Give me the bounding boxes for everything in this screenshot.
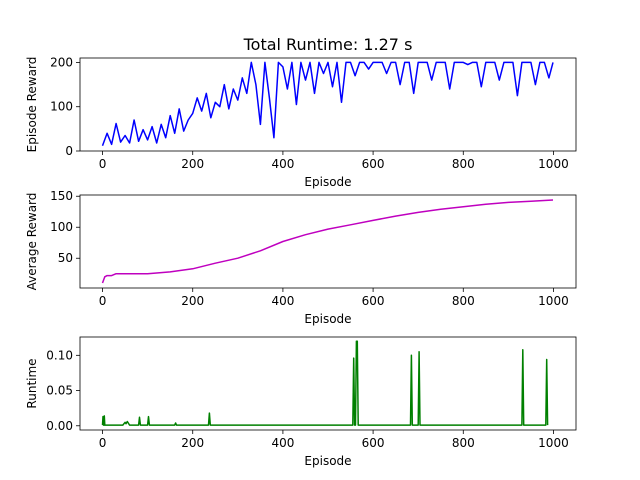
average-y-tick-label: 50 bbox=[58, 251, 73, 265]
reward-x-tick-label: 1000 bbox=[538, 157, 569, 171]
runtime-y-tick-label: 0.10 bbox=[46, 348, 73, 362]
runtime-series-line bbox=[101, 340, 549, 426]
average-x-tick-label: 200 bbox=[181, 294, 204, 308]
runtime-x-tick-label: 1000 bbox=[538, 436, 569, 450]
average-x-tick-label: 1000 bbox=[538, 294, 569, 308]
average-x-tick-label: 600 bbox=[362, 294, 385, 308]
runtime-y-tick-label: 0.00 bbox=[46, 419, 73, 433]
runtime-subplot: 0 200 400 600 800 1000 0.00 0.05 0.10 Episode Runt… bbox=[25, 336, 577, 468]
reward-y-axis-label: Episode Reward bbox=[25, 57, 39, 153]
average-axes-frame bbox=[79, 194, 577, 289]
average-subplot: 0 200 400 600 800 1000 50 100 150 Episode Average … bbox=[25, 189, 577, 326]
figure-title: Total Runtime: 1.27 s bbox=[243, 35, 413, 54]
runtime-x-tick-label: 600 bbox=[362, 436, 385, 450]
reward-x-tick-label: 800 bbox=[452, 157, 475, 171]
reward-y-tick-label: 200 bbox=[50, 55, 73, 69]
average-x-tick-label: 400 bbox=[271, 294, 294, 308]
average-x-tick-label: 0 bbox=[99, 294, 107, 308]
runtime-y-tick-label: 0.05 bbox=[46, 384, 73, 398]
reward-x-tick-label: 200 bbox=[181, 157, 204, 171]
reward-y-tick-label: 100 bbox=[50, 100, 73, 114]
runtime-y-axis-label: Runtime bbox=[25, 358, 39, 408]
average-series-line bbox=[101, 199, 554, 284]
reward-x-tick-label: 0 bbox=[99, 157, 107, 171]
runtime-x-tick-label: 400 bbox=[271, 436, 294, 450]
average-y-tick-label: 150 bbox=[50, 189, 73, 203]
runtime-x-axis-label: Episode bbox=[304, 454, 351, 468]
reward-x-tick-label: 600 bbox=[362, 157, 385, 171]
reward-y-tick-label: 0 bbox=[65, 144, 73, 158]
runtime-axes-frame bbox=[79, 336, 577, 431]
runtime-x-tick-label: 200 bbox=[181, 436, 204, 450]
reward-axes-frame bbox=[79, 57, 577, 152]
runtime-x-tick-label: 800 bbox=[452, 436, 475, 450]
reward-x-tick-label: 400 bbox=[271, 157, 294, 171]
average-y-axis-label: Average Reward bbox=[25, 193, 39, 291]
average-x-tick-label: 800 bbox=[452, 294, 475, 308]
runtime-x-tick-label: 0 bbox=[99, 436, 107, 450]
reward-series-line bbox=[101, 61, 554, 146]
average-x-axis-label: Episode bbox=[304, 312, 351, 326]
average-y-tick-label: 100 bbox=[50, 220, 73, 234]
reward-x-axis-label: Episode bbox=[304, 175, 351, 189]
reward-subplot: 0 200 400 600 800 1000 0 100 200 Episode Episode R… bbox=[25, 55, 577, 189]
